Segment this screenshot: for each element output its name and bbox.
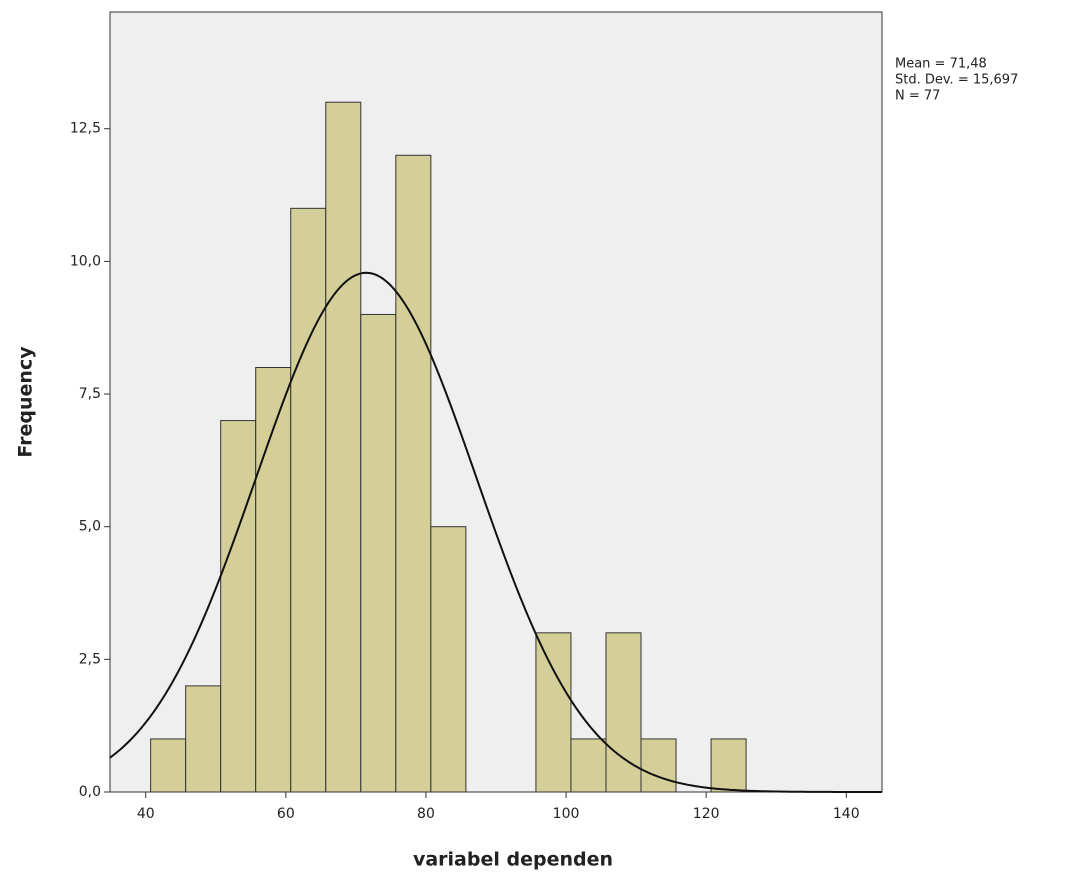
bar (395, 154, 432, 793)
bar (640, 738, 677, 793)
stat-std-dev: Std. Dev. = 15,697 (895, 73, 1018, 88)
bar (150, 738, 187, 793)
bar (325, 101, 362, 793)
y-axis-title: Frequency (15, 346, 37, 458)
bar (570, 738, 607, 793)
bar (535, 632, 572, 793)
bar (430, 526, 467, 793)
x-tick-label: 40 (137, 806, 155, 822)
bar (360, 313, 397, 793)
x-tick-label: 120 (693, 806, 720, 822)
y-tick-label: 0,0 (79, 784, 101, 800)
x-tick-label: 100 (553, 806, 580, 822)
x-axis-title: variabel dependen (413, 849, 613, 871)
x-tick-label: 140 (833, 806, 860, 822)
y-tick-label: 10,0 (70, 253, 101, 269)
bar (605, 632, 642, 793)
bar (185, 685, 222, 793)
bar (255, 367, 292, 793)
y-tick-label: 2,5 (79, 651, 101, 667)
bar (290, 207, 327, 793)
bar (710, 738, 747, 793)
y-tick-label: 12,5 (70, 121, 101, 137)
x-tick-label: 80 (417, 806, 435, 822)
stat-n: N = 77 (895, 89, 940, 104)
stat-mean: Mean = 71,48 (895, 57, 987, 72)
normal-curve (109, 271, 882, 793)
y-tick-label: 5,0 (79, 519, 101, 535)
x-tick-label: 60 (277, 806, 295, 822)
y-tick-label: 7,5 (79, 386, 101, 402)
bar (220, 420, 257, 793)
